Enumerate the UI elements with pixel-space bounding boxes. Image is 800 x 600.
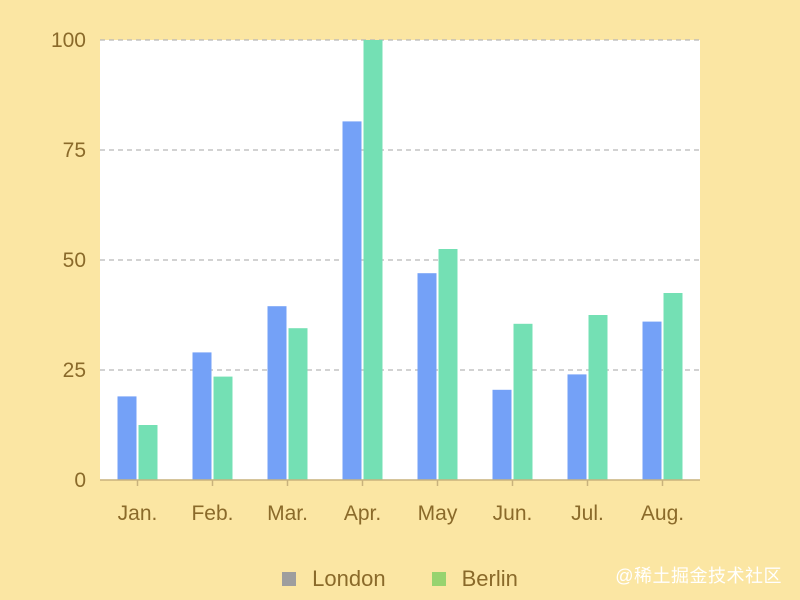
bar-berlin — [363, 40, 383, 480]
legend-swatch-london — [282, 572, 297, 586]
y-tick-label: 25 — [63, 359, 86, 382]
axes — [100, 479, 700, 486]
legend-label-london: London — [312, 566, 386, 591]
bar-london — [267, 306, 287, 480]
bar-berlin — [213, 376, 233, 480]
bar-berlin — [663, 293, 683, 480]
bar-berlin — [288, 328, 308, 480]
x-tick-label: May — [418, 502, 458, 525]
bar-london — [417, 273, 437, 480]
x-tick-label: Mar. — [267, 502, 308, 525]
bar-london — [192, 352, 212, 480]
y-tick-label: 100 — [51, 29, 86, 52]
x-tick-label: Jan. — [118, 502, 158, 525]
bar-london — [342, 121, 362, 481]
x-tick-label: Jul. — [571, 502, 604, 525]
bar-london — [642, 321, 662, 480]
legend: London Berlin — [0, 566, 800, 592]
legend-swatch-berlin — [431, 572, 446, 586]
x-tick-label: Jun. — [493, 502, 533, 525]
bar-berlin — [513, 323, 533, 480]
legend-item-berlin[interactable]: Berlin — [431, 566, 518, 592]
bar-berlin — [438, 249, 458, 480]
legend-item-london[interactable]: London — [282, 566, 386, 592]
bar-london — [117, 396, 137, 480]
x-tick-label: Apr. — [344, 502, 381, 525]
bar-london — [492, 389, 512, 480]
bar-berlin — [588, 315, 608, 480]
x-tick-label: Aug. — [641, 502, 684, 525]
watermark: @稀土掘金技术社区 — [615, 566, 782, 586]
tick-labels: 0 25 50 75 100 Jan. Feb. Mar. Apr. May Jun. Jul. Aug… — [51, 29, 684, 525]
y-tick-label: 0 — [74, 469, 86, 492]
legend-label-berlin: Berlin — [461, 566, 518, 591]
bar-london — [567, 374, 587, 480]
bar-berlin — [138, 425, 158, 480]
y-tick-label: 50 — [63, 249, 86, 272]
x-tick-label: Feb. — [191, 502, 233, 525]
bars — [117, 40, 683, 481]
y-tick-label: 75 — [63, 139, 86, 162]
